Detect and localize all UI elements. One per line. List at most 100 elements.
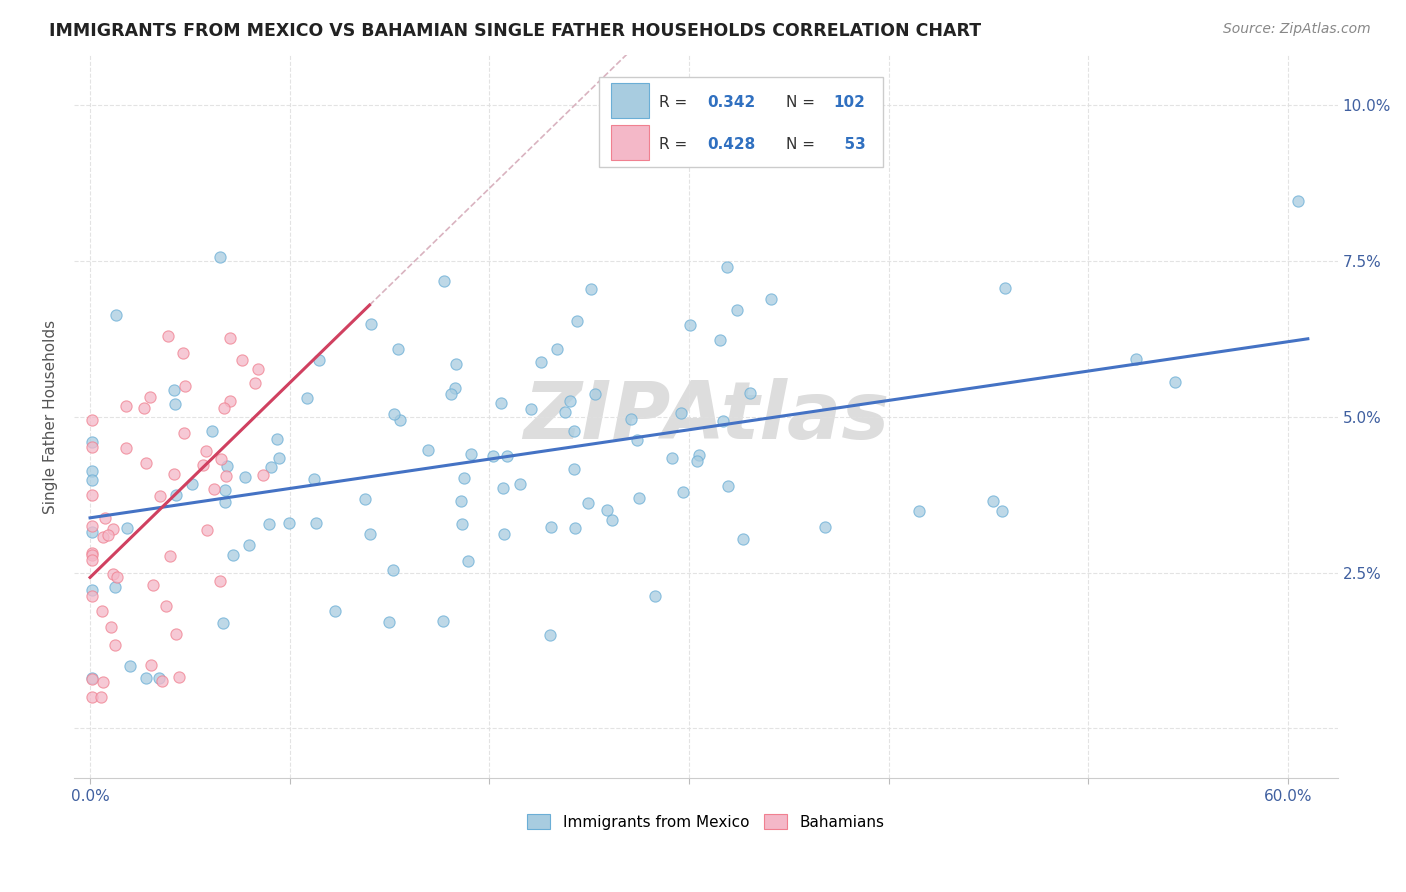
Point [155, 599, 177, 614]
Point [908, 504, 931, 518]
Point [644, 589, 666, 603]
Point [80, 473, 103, 487]
Point [267, 450, 290, 465]
Point [738, 385, 761, 400]
Point [173, 425, 195, 440]
Point [159, 549, 181, 563]
Point [661, 450, 683, 465]
Point [669, 407, 692, 421]
Bar [612, 83, 650, 118]
Point [418, 442, 440, 457]
Point [626, 433, 648, 447]
Point [382, 563, 405, 577]
Point [80, 518, 103, 533]
Point [711, 414, 734, 428]
Point [759, 292, 782, 306]
Point [135, 456, 157, 470]
Point [214, 401, 236, 415]
Point [238, 537, 260, 551]
Point [496, 449, 519, 463]
Point [305, 516, 328, 531]
Point [247, 361, 270, 376]
Point [378, 615, 401, 629]
Point [93, 530, 115, 544]
Point [163, 467, 186, 481]
Text: ZIPAtlas: ZIPAtlas [523, 377, 889, 456]
Point [105, 570, 128, 584]
Point [295, 391, 318, 405]
Point [562, 462, 585, 476]
Point [209, 452, 232, 467]
Point [194, 444, 217, 458]
Point [440, 386, 463, 401]
Point [80, 672, 103, 686]
Point [433, 274, 456, 288]
Point [564, 521, 586, 535]
Point [80, 548, 103, 562]
Point [80, 440, 103, 454]
Point [209, 251, 232, 265]
Point [163, 397, 186, 411]
Bar [612, 125, 650, 160]
Point [620, 412, 643, 426]
Point [139, 390, 162, 404]
Point [142, 577, 165, 591]
Point [141, 658, 163, 673]
Point [212, 615, 235, 630]
Point [135, 672, 157, 686]
Point [981, 494, 1004, 508]
Point [80, 672, 103, 686]
Point [278, 516, 301, 531]
Point [993, 281, 1015, 295]
Point [150, 674, 173, 689]
Text: IMMIGRANTS FROM MEXICO VS BAHAMIAN SINGLE FATHER HOUSEHOLDS CORRELATION CHART: IMMIGRANTS FROM MEXICO VS BAHAMIAN SINGL… [49, 22, 981, 40]
Point [89, 690, 111, 705]
Point [115, 441, 138, 455]
Point [193, 458, 215, 472]
Point [446, 357, 468, 371]
Y-axis label: Single Father Households: Single Father Households [44, 319, 58, 514]
Point [134, 401, 156, 416]
Point [80, 690, 103, 705]
Point [100, 620, 122, 634]
Point [215, 458, 238, 473]
Point [201, 424, 224, 438]
Text: 102: 102 [834, 95, 866, 110]
Point [93, 674, 115, 689]
Point [444, 381, 467, 395]
Point [97, 528, 120, 542]
Point [308, 353, 330, 368]
Point [80, 553, 103, 567]
Point [80, 413, 103, 427]
Point [1163, 376, 1185, 390]
Point [991, 504, 1014, 518]
Point [91, 604, 114, 618]
Text: 53: 53 [834, 137, 865, 153]
Point [260, 460, 283, 475]
Point [219, 394, 242, 409]
Text: 0.428: 0.428 [707, 137, 755, 153]
Point [80, 488, 103, 502]
Point [558, 393, 581, 408]
Point [118, 659, 141, 673]
Text: R =: R = [659, 95, 692, 110]
Text: 0.342: 0.342 [707, 95, 755, 110]
Point [509, 477, 531, 491]
Point [359, 526, 381, 541]
Point [581, 282, 603, 296]
Point [457, 554, 479, 568]
Point [494, 526, 516, 541]
Point [554, 405, 576, 419]
Point [149, 489, 172, 503]
Point [233, 470, 256, 484]
Legend: Immigrants from Mexico, Bahamians: Immigrants from Mexico, Bahamians [522, 807, 890, 836]
Point [266, 432, 288, 446]
Point [215, 469, 238, 483]
Point [387, 343, 409, 357]
Point [115, 521, 138, 535]
Point [257, 516, 280, 531]
Point [104, 639, 127, 653]
Point [492, 481, 515, 495]
Point [453, 471, 475, 485]
Point [600, 513, 623, 527]
